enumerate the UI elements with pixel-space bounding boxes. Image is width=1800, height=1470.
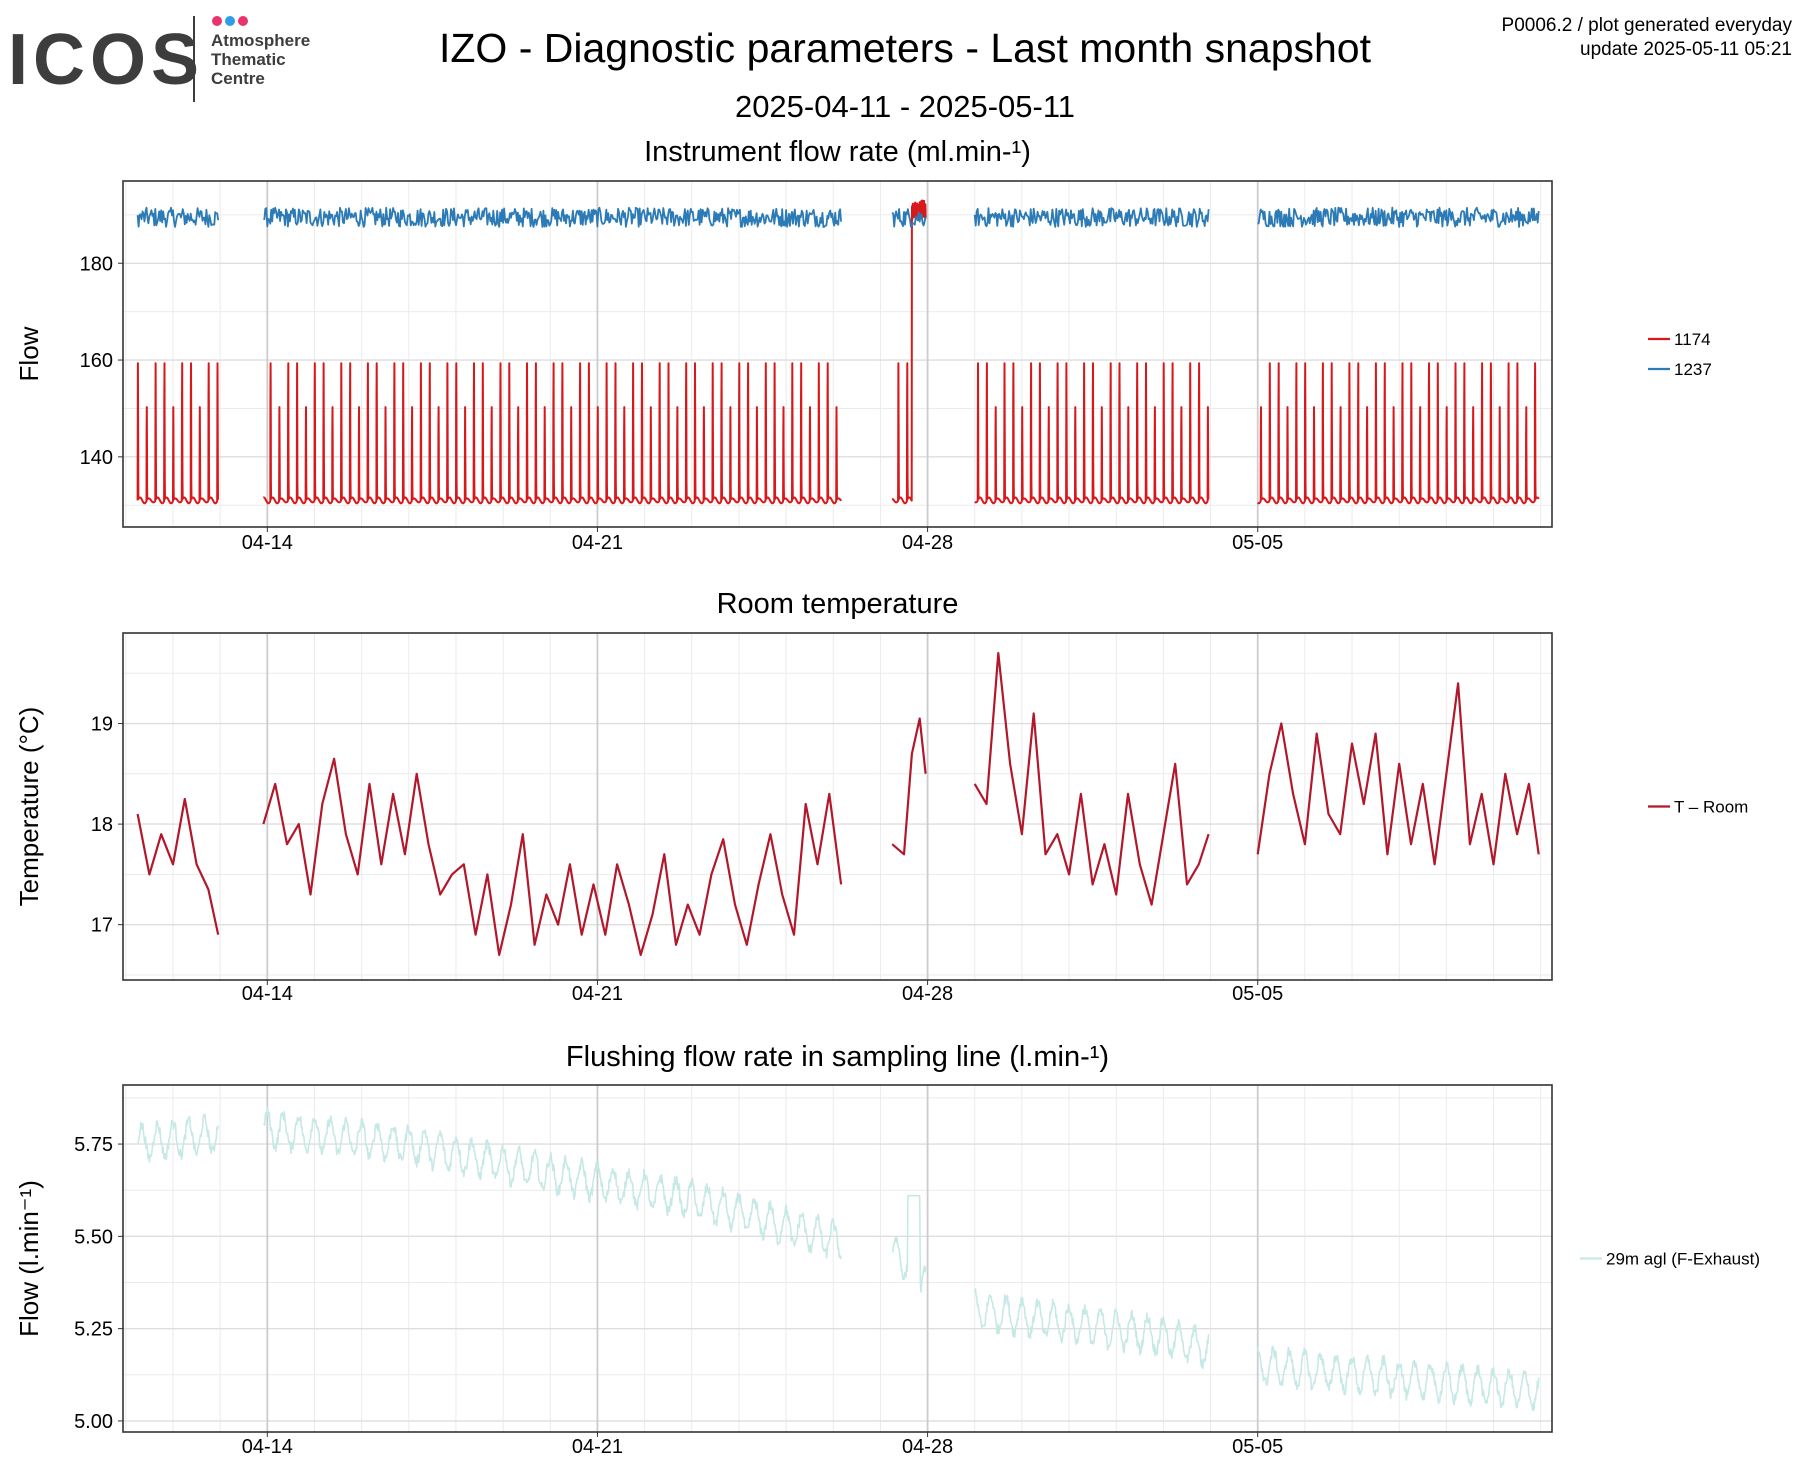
x-tick-label: 05-05 <box>1232 1436 1283 1458</box>
y-tick-label: 17 <box>91 915 113 937</box>
logo-line-1: Atmosphere <box>211 31 310 50</box>
series-line-t-room <box>891 717 927 856</box>
series-line-29m-agl-f-exhaust- <box>891 1194 927 1293</box>
x-tick-label: 04-28 <box>902 532 953 554</box>
y-axis-label: Temperature (°C) <box>14 707 44 907</box>
series-line-1174 <box>136 362 220 505</box>
series-line-1237 <box>1257 206 1540 228</box>
panel-instrument-flow: 140 160 180 04-14 04-21 04-28 05-05 1174 1237 Ins… <box>14 136 1712 554</box>
series-line-t-room <box>136 797 220 935</box>
icos-logo: ICOS Atmosphere Thematic Centre <box>8 16 310 102</box>
y-tick-label: 19 <box>91 714 113 736</box>
panel-room-temperature: 17 18 19 04-14 04-21 04-28 05-05 T – Room Room t… <box>14 588 1748 1005</box>
x-tick-label: 04-14 <box>242 983 293 1005</box>
series-line-1174 <box>973 362 1210 505</box>
page-title: IZO - Diagnostic parameters - Last month… <box>439 25 1372 71</box>
series-line-1237 <box>973 207 1210 228</box>
series-line-1237 <box>136 206 220 228</box>
series-line-1174 <box>1256 362 1540 505</box>
x-tick-label: 05-05 <box>1232 532 1283 554</box>
y-tick-label: 140 <box>80 447 113 469</box>
y-tick-label: 5.25 <box>74 1319 113 1341</box>
panel-title: Room temperature <box>717 588 959 620</box>
x-tick-label: 04-21 <box>572 532 623 554</box>
panel-title: Flushing flow rate in sampling line (l.m… <box>566 1041 1109 1073</box>
x-tick-label: 04-21 <box>572 983 623 1005</box>
plot-border <box>122 180 1553 528</box>
series-line-t-room <box>262 757 843 956</box>
legend-label: 1174 <box>1674 330 1711 349</box>
logo-line-2: Thematic <box>211 50 286 69</box>
logo-line-3: Centre <box>211 69 265 88</box>
y-axis-label: Flow <box>14 326 44 381</box>
y-tick-label: 5.50 <box>74 1226 113 1248</box>
series-line-1237 <box>263 206 842 228</box>
x-tick-label: 04-14 <box>242 532 293 554</box>
logo-dots <box>212 16 248 26</box>
series-line-29m-agl-f-exhaust- <box>973 1288 1210 1370</box>
y-tick-label: 160 <box>80 350 113 372</box>
y-tick-label: 180 <box>80 253 113 275</box>
x-tick-label: 04-14 <box>242 1436 293 1458</box>
meta-update: update 2025-05-11 05:21 <box>1580 39 1792 60</box>
series-line-1237 <box>891 208 927 228</box>
plot-area <box>123 633 1552 980</box>
x-tick-label: 05-05 <box>1232 983 1283 1005</box>
series-line-t-room <box>1256 682 1540 866</box>
series-line-t-room <box>973 652 1210 906</box>
y-tick-label: 5.75 <box>74 1134 113 1156</box>
logo-dot <box>212 16 222 26</box>
logo-divider <box>193 16 195 102</box>
legend-label: 29m agl (F-Exhaust) <box>1606 1250 1760 1269</box>
x-tick-label: 04-28 <box>902 983 953 1005</box>
panel-flushing-flow: 5.00 5.25 5.50 5.75 04-14 04-21 04-28 05-05 29m … <box>14 1041 1760 1458</box>
y-tick-label: 18 <box>91 814 113 836</box>
legend-label: T – Room <box>1674 798 1748 817</box>
y-tick-label: 5.00 <box>74 1411 113 1433</box>
y-axis-label: Flow (l.min⁻¹) <box>14 1180 44 1337</box>
series-line-29m-agl-f-exhaust- <box>262 1107 842 1260</box>
logo-dot <box>225 16 235 26</box>
plot-border <box>122 1084 1553 1433</box>
series-line-1174 <box>262 362 843 505</box>
series-line-29m-agl-f-exhaust- <box>136 1113 219 1163</box>
meta-generated: P0006.2 / plot generated everyday <box>1502 15 1793 36</box>
panel-title: Instrument flow rate (ml.min-¹) <box>644 136 1031 168</box>
plot-area <box>123 1085 1552 1432</box>
x-tick-label: 04-28 <box>902 1436 953 1458</box>
logo-dot <box>238 16 248 26</box>
series-line-29m-agl-f-exhaust- <box>1256 1345 1540 1412</box>
x-tick-label: 04-21 <box>572 1436 623 1458</box>
legend-label: 1237 <box>1674 360 1712 379</box>
logo-wordmark: ICOS <box>8 20 204 100</box>
page-subtitle: 2025-04-11 - 2025-05-11 <box>735 89 1075 124</box>
plot-border <box>122 632 1553 981</box>
